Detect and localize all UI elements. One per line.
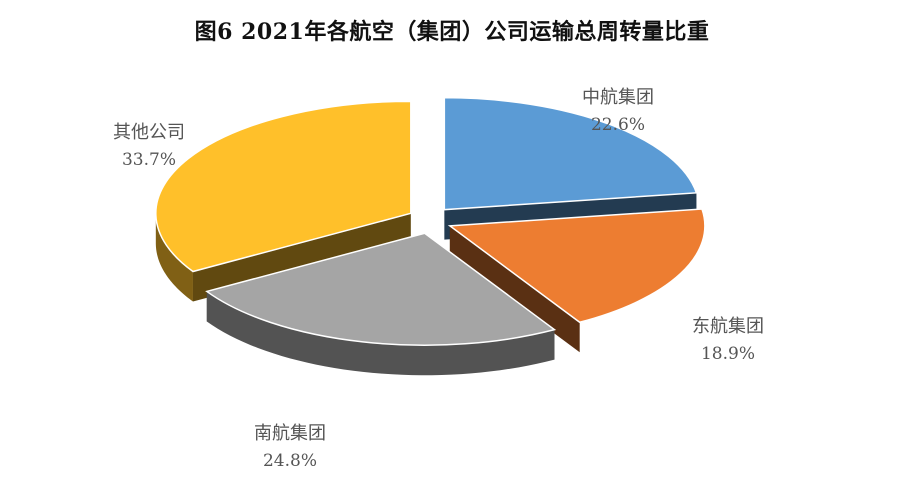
slice-label-china-southern: 南航集团 24.8% (254, 420, 326, 474)
slice-label-air-china: 中航集团 22.6% (582, 84, 654, 138)
slice-top (155, 100, 412, 273)
slice-china-eastern (447, 208, 706, 353)
slice-label-china-eastern: 东航集团 18.9% (692, 313, 764, 367)
category-label: 其他公司 (113, 122, 185, 143)
slice-top (205, 232, 557, 346)
chart-title: 图6 2021年各航空（集团）公司运输总周转量比重 (194, 19, 710, 45)
category-label: 东航集团 (692, 316, 764, 337)
slice-outer-wall (206, 291, 555, 376)
category-label: 中航集团 (582, 87, 654, 108)
slice-others (155, 100, 412, 302)
category-label: 南航集团 (254, 423, 326, 444)
slice-top (447, 208, 706, 324)
slice-china-southern (205, 232, 557, 376)
slice-label-others: 其他公司 33.7% (113, 119, 185, 173)
value-label: 18.9% (700, 343, 755, 364)
value-label: 24.8% (262, 450, 317, 471)
value-label: 33.7% (121, 149, 176, 170)
value-label: 22.6% (590, 114, 645, 135)
slice-start-wall (192, 213, 411, 302)
slice-end-wall (449, 225, 580, 353)
slice-top (443, 96, 698, 211)
slice-outer-wall (155, 213, 193, 302)
